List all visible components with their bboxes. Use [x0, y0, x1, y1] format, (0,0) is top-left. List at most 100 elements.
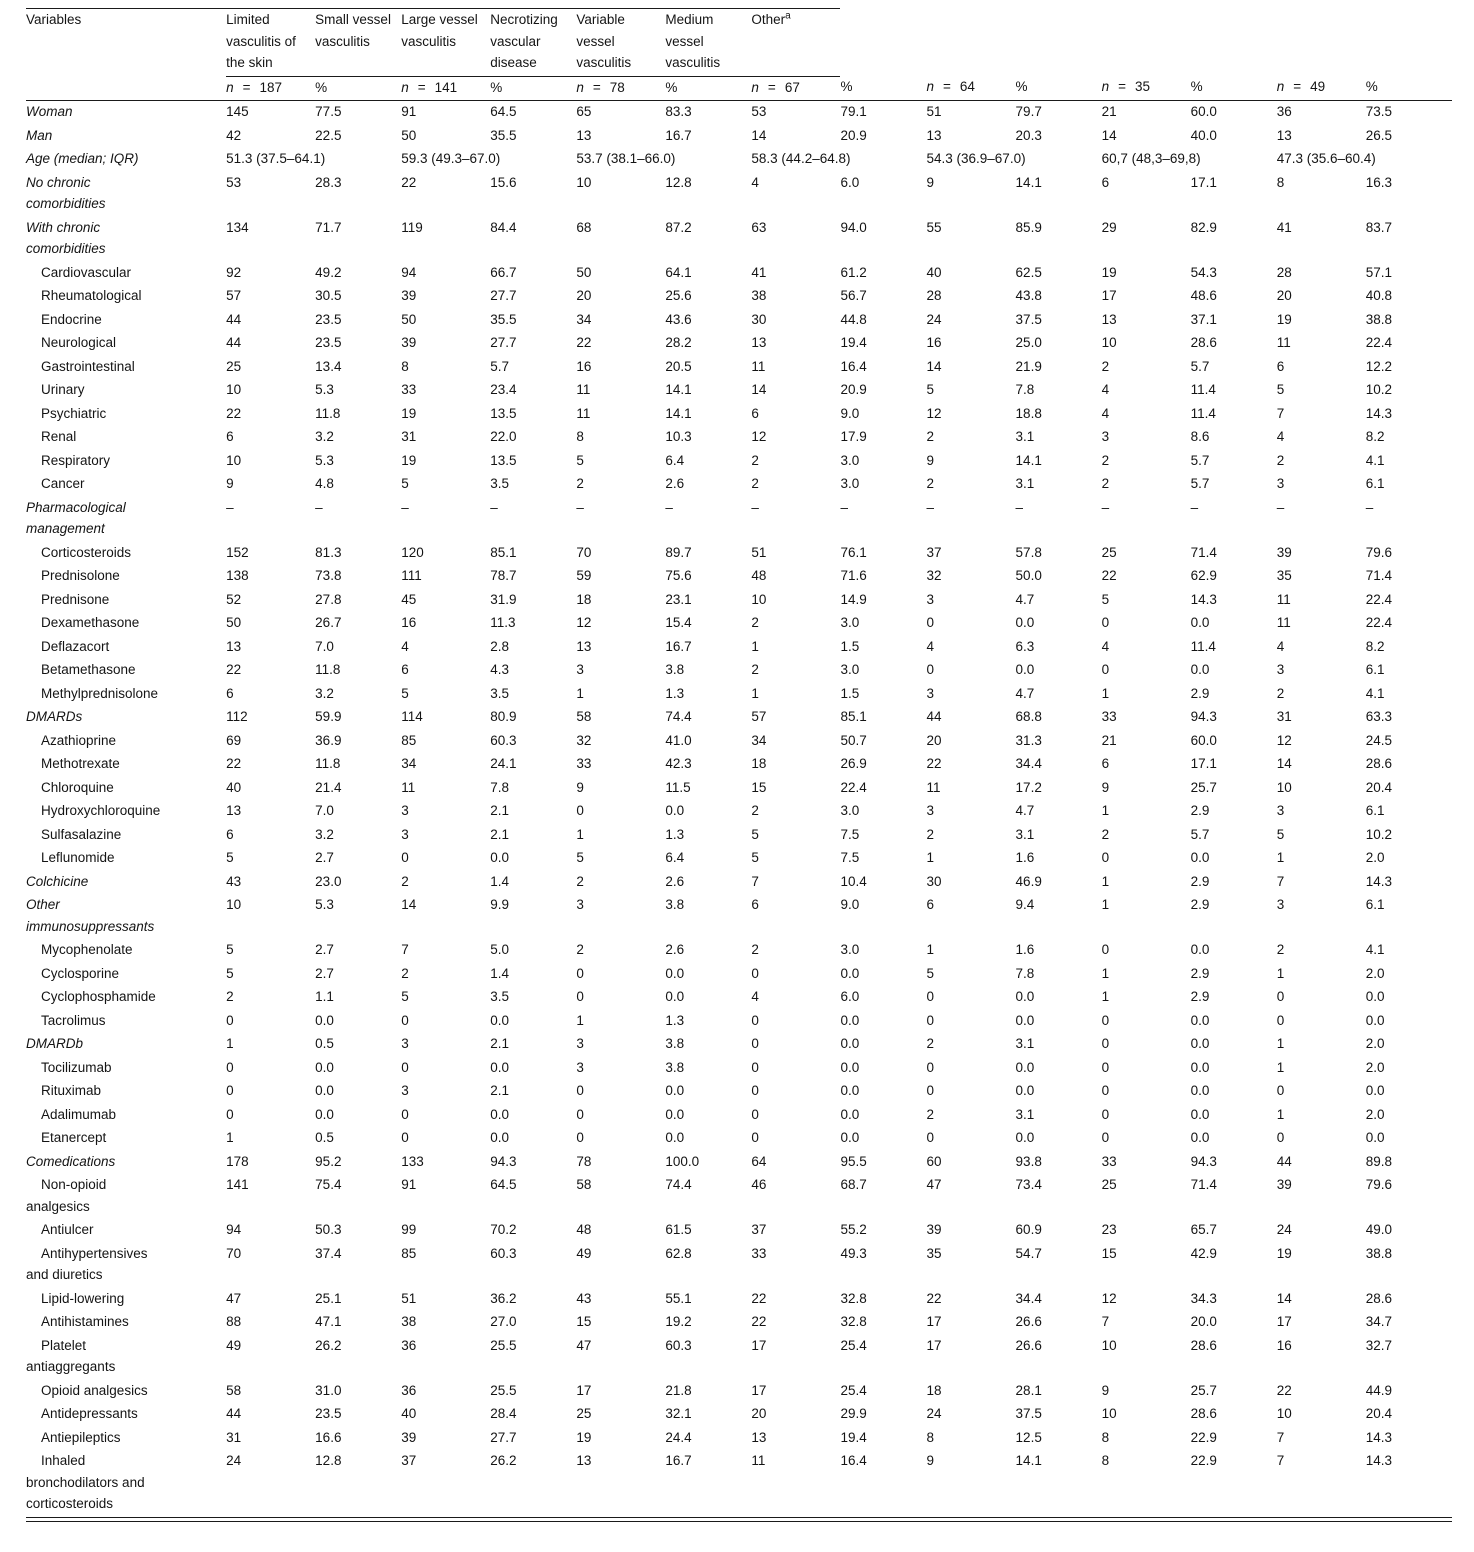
percent-cell: 2.9 — [1190, 873, 1210, 889]
count-cell: 133 — [401, 1153, 424, 1169]
percent-cell: 60.3 — [490, 1245, 517, 1261]
count-cell: 0 — [751, 1083, 759, 1098]
count-cell: 85 — [401, 1245, 417, 1261]
percent-cell: 0.0 — [1190, 850, 1210, 865]
table-row: Endocrine 44 23.5 50 35.5 34 43.6 30 44.8 24 37.5 1… — [26, 309, 1452, 333]
percent-cell: 3.8 — [665, 897, 685, 912]
variable-cell: Other immunosuppressants — [26, 897, 155, 934]
percent-cell: 7.5 — [840, 850, 860, 865]
percent-cell: 0.0 — [490, 1059, 510, 1075]
count-cell: 5 — [1101, 591, 1110, 607]
percent-cell: 75.6 — [665, 568, 692, 583]
count-cell: 19 — [1276, 311, 1292, 327]
percent-cell: 22.9 — [1190, 1429, 1217, 1445]
table-row: Antidepressants 44 23.5 40 28.4 25 32.1 20 29.9 2… — [26, 1403, 1452, 1427]
percent-cell: 15.4 — [665, 615, 692, 630]
variable-cell: Prednisone — [41, 591, 110, 607]
count-cell: 2 — [1101, 826, 1110, 842]
count-cell: 16 — [1276, 1337, 1292, 1353]
percent-cell: 77.5 — [315, 104, 342, 119]
table-row: Other immunosuppressants 10 5.3 14 9.9 3 3.8 6 9… — [26, 894, 1452, 939]
percent-cell: 47.1 — [315, 1314, 342, 1329]
count-cell: 6 — [226, 826, 234, 842]
subheader-percent-4: % — [840, 76, 927, 101]
table-row: With chronic comorbidities 134 71.7 119 84.4… — [26, 217, 1452, 262]
percent-cell: 2.0 — [1365, 1036, 1385, 1051]
percent-cell: 6.1 — [1365, 803, 1385, 818]
percent-cell: 2.9 — [1190, 989, 1210, 1004]
variable-cell: Cancer — [41, 476, 85, 491]
percent-cell: 0.0 — [1190, 662, 1210, 677]
count-cell: 9 — [926, 1453, 935, 1468]
count-cell: 0 — [926, 989, 935, 1004]
count-cell: 1 — [1101, 873, 1110, 889]
percent-cell: 14.9 — [840, 591, 867, 607]
count-cell: 17 — [1276, 1314, 1292, 1329]
count-cell: 14 — [1101, 127, 1117, 143]
count-cell: 0 — [926, 1130, 935, 1145]
table-row: Prednisone 52 27.8 45 31.9 18 23.1 10 14.9 3 4.7 5 1… — [26, 589, 1452, 613]
count-cell: 43 — [226, 873, 242, 889]
count-cell: 0 — [926, 1083, 935, 1098]
variable-cell: Cyclophosphamide — [41, 989, 156, 1004]
percent-cell: 0.5 — [315, 1036, 334, 1051]
count-cell: 31 — [226, 1429, 242, 1445]
percent-cell: 22.4 — [840, 779, 867, 795]
percent-cell: 0.0 — [840, 1106, 860, 1122]
group-name: Small vessel vasculitis — [315, 12, 391, 49]
count-cell: 47 — [926, 1177, 942, 1192]
percent-cell: 0.0 — [1190, 1036, 1210, 1051]
percent-cell: 32.8 — [840, 1314, 867, 1329]
count-cell: 39 — [1276, 1177, 1292, 1192]
group-header-1: Limited vasculitis of the skin — [226, 8, 316, 77]
count-cell: 2 — [751, 476, 759, 491]
variable-cell: DMARDs — [26, 709, 83, 724]
table-row: Lipid-lowering 47 25.1 51 36.2 43 55.1 22 32.8 22… — [26, 1288, 1452, 1312]
count-cell: 17 — [926, 1314, 942, 1329]
percent-cell: 26.6 — [1015, 1314, 1042, 1329]
count-cell: – — [576, 499, 584, 515]
percent-cell: 3.0 — [840, 615, 860, 630]
count-cell: 119 — [401, 219, 423, 235]
table-row: Antiulcer 94 50.3 99 70.2 48 61.5 37 55.2 39 60.9 2… — [26, 1219, 1452, 1243]
percent-cell: 71.6 — [840, 568, 867, 583]
table-row: Prednisolone 138 73.8 111 78.7 59 75.6 48 71.6 32… — [26, 565, 1452, 589]
count-cell: 88 — [226, 1314, 242, 1329]
count-cell: 39 — [401, 335, 417, 350]
count-cell: 5 — [401, 476, 409, 491]
variable-cell: Tacrolimus — [41, 1012, 106, 1028]
count-cell: 17 — [926, 1337, 942, 1353]
count-cell: 22 — [401, 174, 417, 190]
count-cell: 64 — [751, 1153, 767, 1169]
percent-cell: 40.0 — [1190, 127, 1217, 143]
count-cell: 17 — [751, 1337, 767, 1353]
percent-cell: 26.2 — [315, 1337, 342, 1353]
count-cell: 178 — [226, 1153, 249, 1169]
subheader-percent-2: % — [490, 76, 577, 101]
percent-cell: 34.3 — [1190, 1290, 1217, 1306]
count-cell: 1 — [1101, 897, 1110, 912]
percent-cell: 7.8 — [490, 779, 510, 795]
count-cell: 0 — [576, 1106, 584, 1122]
percent-cell: 1.5 — [840, 638, 860, 654]
count-cell: 0 — [401, 1106, 409, 1122]
percent-cell: 12.2 — [1365, 358, 1393, 374]
count-cell: 33 — [1101, 1153, 1117, 1169]
count-cell: 14 — [751, 127, 767, 143]
count-cell: 7 — [1276, 1429, 1285, 1445]
variable-cell: Urinary — [41, 382, 85, 397]
count-cell: 2 — [1276, 685, 1285, 701]
count-cell: 13 — [751, 1429, 767, 1445]
percent-cell: 17.2 — [1015, 779, 1042, 795]
percent-cell: 56.7 — [840, 288, 867, 303]
percent-cell: 19.4 — [840, 335, 867, 350]
count-cell: 38 — [401, 1314, 417, 1329]
count-cell: 41 — [751, 264, 767, 280]
count-cell: 1 — [1101, 685, 1110, 701]
percent-cell: 62.9 — [1190, 568, 1217, 583]
count-cell: 4 — [751, 989, 759, 1004]
count-cell: 91 — [401, 104, 417, 119]
count-cell: 48 — [751, 568, 767, 583]
count-cell: 91 — [401, 1177, 417, 1192]
count-cell: 36 — [1276, 104, 1292, 119]
